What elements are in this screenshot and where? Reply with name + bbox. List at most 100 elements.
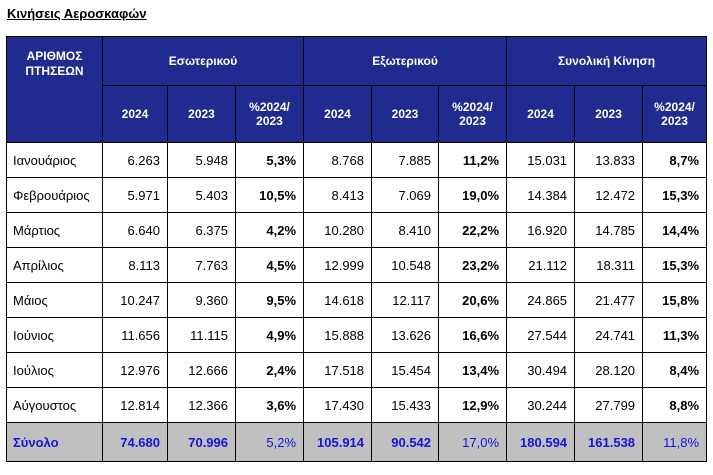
subheader-year-2023: 2023 [167,85,236,143]
value-cell: 70.996 [167,422,236,462]
pct-change-cell: 8,8% [642,387,708,423]
pct-change-cell: 4,5% [234,247,305,283]
value-cell: 6.375 [167,212,236,248]
value-cell: 30.244 [506,387,576,423]
value-cell: 13.833 [574,142,644,178]
pct-change-cell: 23,2% [438,247,508,283]
pct-change-cell: 15,3% [642,177,708,213]
value-cell: 18.311 [574,247,644,283]
subheader-pct-change: %2024/ 2023 [438,85,508,143]
pct-change-cell: 22,2% [438,212,508,248]
value-cell: 12.472 [574,177,644,213]
value-cell: 5.971 [102,177,168,213]
value-cell: 17.518 [303,352,373,388]
pct-change-cell: 8,7% [642,142,708,178]
table-row: Ιούλιος 12.976 12.666 2,4% 17.518 15.454 13,4%… [6,352,708,388]
value-cell: 12.999 [303,247,373,283]
value-cell: 15.888 [303,317,373,353]
pct-change-cell: 10,5% [234,177,305,213]
value-cell: 6.263 [102,142,168,178]
value-cell: 21.477 [574,282,644,318]
value-cell: 11.656 [102,317,168,353]
subheader-year-2024: 2024 [303,85,373,143]
value-cell: 180.594 [506,422,576,462]
value-cell: 161.538 [574,422,644,462]
value-cell: 12.117 [371,282,440,318]
value-cell: 74.680 [102,422,168,462]
subheader-year-2023: 2023 [371,85,440,143]
month-cell: Ιούλιος [6,352,103,388]
pct-change-cell: 12,9% [438,387,508,423]
pct-change-cell: 11,3% [642,317,708,353]
value-cell: 8.410 [371,212,440,248]
page-title: Κινήσεις Αεροσκαφών [7,6,147,21]
value-cell: 17.430 [303,387,373,423]
month-cell: Φεβρουάριος [6,177,103,213]
pct-change-cell: 13,4% [438,352,508,388]
pct-change-cell: 11,2% [438,142,508,178]
value-cell: 8.113 [102,247,168,283]
value-cell: 8.768 [303,142,373,178]
value-cell: 15.433 [371,387,440,423]
month-cell: Ιανουάριος [6,142,103,178]
value-cell: 14.618 [303,282,373,318]
pct-change-cell: 3,6% [234,387,305,423]
table-row: Φεβρουάριος 5.971 5.403 10,5% 8.413 7.069 19,0… [6,177,708,213]
value-cell: 24.865 [506,282,576,318]
value-cell: 12.366 [167,387,236,423]
pct-change-cell: 11,8% [642,422,708,462]
table-row: Μάιος 10.247 9.360 9,5% 14.618 12.117 20,6% 24.… [6,282,708,318]
value-cell: 90.542 [371,422,440,462]
value-cell: 12.976 [102,352,168,388]
value-cell: 5.403 [167,177,236,213]
pct-change-cell: 20,6% [438,282,508,318]
pct-change-cell: 2,4% [234,352,305,388]
value-cell: 10.548 [371,247,440,283]
month-cell: Ιούνιος [6,317,103,353]
header-total-traffic: Συνολική Κίνηση [506,36,708,86]
value-cell: 7.763 [167,247,236,283]
value-cell: 14.785 [574,212,644,248]
pct-change-cell: 16,6% [438,317,508,353]
month-cell: Μάιος [6,282,103,318]
month-cell: Απρίλιος [6,247,103,283]
value-cell: 30.494 [506,352,576,388]
value-cell: 28.120 [574,352,644,388]
month-cell: Αύγουστος [6,387,103,423]
total-row: Σύνολο 74.680 70.996 5,2% 105.914 90.542 17,0%… [6,422,708,462]
table-row: Απρίλιος 8.113 7.763 4,5% 12.999 10.548 23,2% 2… [6,247,708,283]
pct-change-cell: 15,8% [642,282,708,318]
value-cell: 15.031 [506,142,576,178]
header-domestic: Εσωτερικού [101,36,305,86]
header-flights-count: ΑΡΙΘΜΟΣ ΠΤΗΣΕΩΝ [6,36,103,143]
value-cell: 7.885 [371,142,440,178]
table-row: Μάρτιος 6.640 6.375 4,2% 10.280 8.410 22,2% 16.… [6,212,708,248]
value-cell: 8.413 [303,177,373,213]
value-cell: 13.626 [371,317,440,353]
value-cell: 24.741 [574,317,644,353]
value-cell: 21.112 [506,247,576,283]
value-cell: 6.640 [102,212,168,248]
month-cell: Μάρτιος [6,212,103,248]
value-cell: 27.544 [506,317,576,353]
subheader-pct-change: %2024/ 2023 [642,85,708,143]
pct-change-cell: 9,5% [234,282,305,318]
subheader-pct-change: %2024/ 2023 [234,85,305,143]
header-international: Εξωτερικού [303,36,508,86]
subheader-year-2024: 2024 [102,85,168,143]
value-cell: 105.914 [303,422,373,462]
value-cell: 15.454 [371,352,440,388]
value-cell: 9.360 [167,282,236,318]
value-cell: 11.115 [167,317,236,353]
pct-change-cell: 17,0% [438,422,508,462]
table-row: Ιανουάριος 6.263 5.948 5,3% 8.768 7.885 11,2% 1… [6,142,708,178]
value-cell: 10.280 [303,212,373,248]
flights-table: ΑΡΙΘΜΟΣ ΠΤΗΣΕΩΝ Εσωτερικού Εξωτερικού Συ… [6,36,708,462]
pct-change-cell: 5,3% [234,142,305,178]
pct-change-cell: 4,2% [234,212,305,248]
value-cell: 27.799 [574,387,644,423]
pct-change-cell: 8,4% [642,352,708,388]
value-cell: 16.920 [506,212,576,248]
subheader-year-2024: 2024 [506,85,576,143]
table-row: Ιούνιος 11.656 11.115 4,9% 15.888 13.626 16,6%… [6,317,708,353]
